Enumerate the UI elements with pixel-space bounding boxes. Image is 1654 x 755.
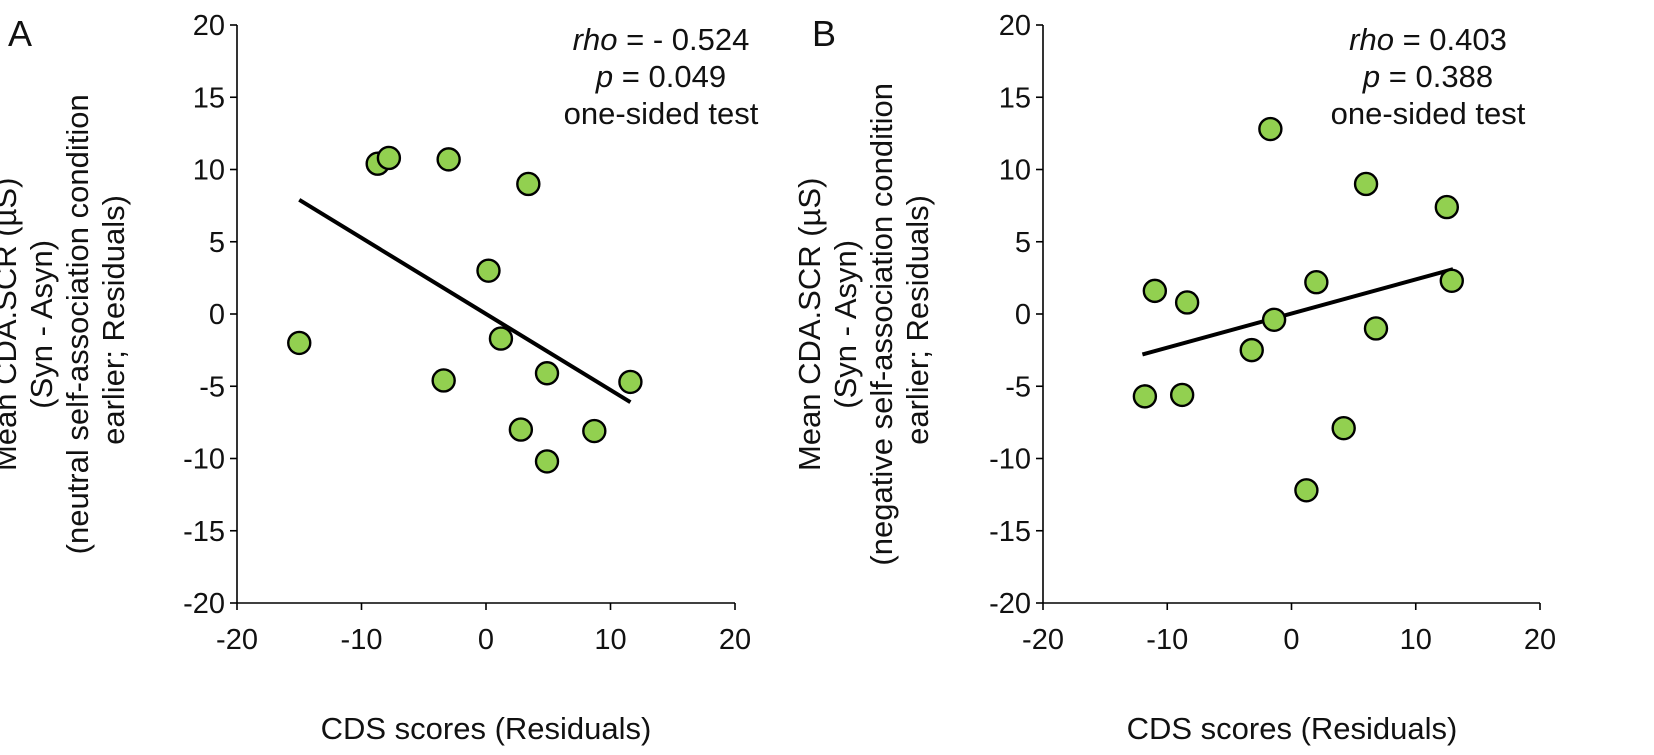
panel-a-x-tick-label: -10 bbox=[341, 624, 383, 656]
panel-b-data-point bbox=[1132, 384, 1158, 409]
panel-b-data-point bbox=[1142, 278, 1168, 304]
panel-b-data-point bbox=[1261, 307, 1287, 332]
panel-b-x-tick-label: -20 bbox=[1022, 624, 1064, 656]
panel-a-x-tick-label: 0 bbox=[478, 624, 494, 656]
panel-a-y-tick-label: 0 bbox=[209, 299, 225, 331]
panel-b-data-point bbox=[1304, 270, 1329, 295]
panel-b-y-axis-title-line-2: (Syn - Asyn) bbox=[828, 240, 863, 409]
panel-b-y-tick-label: -15 bbox=[989, 516, 1031, 548]
panel-b-data-point bbox=[1363, 316, 1389, 341]
panel-b-rho-stat: rho = 0.403 bbox=[1349, 22, 1507, 57]
panel-a-data-point bbox=[287, 330, 312, 356]
panel-a-x-tick-label: -20 bbox=[216, 624, 258, 656]
panel-b-data-point bbox=[1258, 116, 1283, 142]
panel-b-p-symbol: p bbox=[1362, 59, 1380, 94]
panel-a-data-point bbox=[476, 258, 501, 283]
panel-a-y-tick-label: -15 bbox=[183, 516, 225, 548]
panel-b-y-tick-label: 5 bbox=[1015, 227, 1031, 259]
panel-b-data-point bbox=[1294, 478, 1319, 503]
panel-b-x-tick-label: 20 bbox=[1524, 624, 1556, 656]
panel-a-y-axis-title-line-1: Mean CDA.SCR (µS) bbox=[0, 178, 23, 471]
panel-b-data-point bbox=[1174, 290, 1200, 315]
panel-a-y-tick-label: 10 bbox=[193, 155, 225, 187]
panel-b-data-point bbox=[1239, 337, 1264, 363]
panel-b-letter: B bbox=[812, 13, 836, 54]
panel-a-y-axis-title-line-3: (neutral self-association condition bbox=[60, 94, 95, 554]
panel-b-p-stat: p = 0.388 bbox=[1362, 59, 1493, 94]
panel-a-y-axis-title: Mean CDA.SCR (µS) (Syn - Asyn) (neutral … bbox=[0, 86, 131, 555]
panel-a-regression-line bbox=[298, 198, 632, 404]
panel-b-x-tick-label: -10 bbox=[1146, 624, 1188, 656]
panel-a-x-tick-label: 20 bbox=[719, 624, 751, 656]
panel-a-data-point bbox=[488, 326, 514, 351]
panel-a-rho-stat: rho = - 0.524 bbox=[573, 22, 750, 57]
panel-b-data-point bbox=[1353, 171, 1379, 197]
panel-b-y-tick-label: 15 bbox=[999, 82, 1031, 114]
panel-a-data-point bbox=[431, 368, 456, 393]
panel-a-data-point bbox=[618, 369, 643, 395]
panel-a-y-tick-label: 5 bbox=[209, 227, 225, 259]
panel-a-p-value: = 0.049 bbox=[613, 59, 726, 94]
panel-a-letter: A bbox=[8, 13, 32, 54]
panel-a-p-symbol: p bbox=[595, 59, 613, 94]
panel-a-x-axis-title: CDS scores (Residuals) bbox=[321, 711, 652, 746]
panel-b-test-type: one-sided test bbox=[1331, 96, 1526, 131]
panel-b-y-axis-title-line-4: earlier; Residuals) bbox=[900, 195, 935, 445]
panel-b-regression-line bbox=[1141, 267, 1454, 357]
panel-a-data-point bbox=[516, 171, 541, 197]
panel-a-data-point bbox=[436, 147, 461, 172]
panel-a-data-point bbox=[534, 361, 560, 386]
panel-a-rho-value: = - 0.524 bbox=[617, 22, 749, 57]
panel-b-y-tick-label: 10 bbox=[999, 155, 1031, 187]
panel-b-y-axis-title: Mean CDA.SCR (µS) (Syn - Asyn) (negative… bbox=[792, 74, 935, 565]
panel-b-data-point bbox=[1169, 382, 1195, 408]
panel-b-y-tick-label: -5 bbox=[1005, 371, 1031, 403]
panel-b-y-tick-label: 20 bbox=[999, 10, 1031, 42]
panel-b-y-tick-label: 0 bbox=[1015, 299, 1031, 331]
panel-a-y-axis-title-line-4: earlier; Residuals) bbox=[96, 195, 131, 445]
panel-a-y-axis-title-line-2: (Syn - Asyn) bbox=[24, 240, 59, 409]
panel-a-test-type: one-sided test bbox=[564, 96, 759, 131]
panel-a-y-tick-label: -20 bbox=[183, 588, 225, 620]
panel-b-y-tick-label: -10 bbox=[989, 444, 1031, 476]
panel-a-p-stat: p = 0.049 bbox=[595, 59, 726, 94]
panel-a-data-point bbox=[508, 417, 534, 442]
panel-b-x-tick-label: 0 bbox=[1283, 624, 1299, 656]
panel-b-data-point bbox=[1331, 415, 1356, 441]
panel-b-x-axis-title: CDS scores (Residuals) bbox=[1127, 711, 1458, 746]
panel-a-data-point bbox=[534, 449, 560, 474]
panel-b-x-tick-label: 10 bbox=[1400, 624, 1432, 656]
panel-b-data-point bbox=[1439, 268, 1464, 293]
panel-b-y-tick-label: -20 bbox=[989, 588, 1031, 620]
panel-a: A Mean CDA.SCR (µS) (Syn - Asyn) (neutra… bbox=[0, 10, 759, 746]
panel-b-rho-value: = 0.403 bbox=[1394, 22, 1507, 57]
panel-a-data-point bbox=[582, 418, 607, 444]
panel-b-data-point bbox=[1434, 194, 1460, 220]
panel-a-y-tick-label: -10 bbox=[183, 444, 225, 476]
panel-b: B Mean CDA.SCR (µS) (Syn - Asyn) (negati… bbox=[792, 10, 1556, 746]
panel-a-x-tick-label: 10 bbox=[594, 624, 626, 656]
panel-a-y-tick-label: 20 bbox=[193, 10, 225, 42]
panel-a-y-tick-label: 15 bbox=[193, 82, 225, 114]
panel-a-y-tick-label: -5 bbox=[199, 371, 225, 403]
panel-b-rho-symbol: rho bbox=[1349, 22, 1394, 57]
panel-b-y-axis-title-line-3: (negative self-association condition bbox=[864, 83, 899, 566]
panel-a-rho-symbol: rho bbox=[573, 22, 618, 57]
panel-a-data-point bbox=[376, 145, 402, 171]
panel-b-y-axis-title-line-1: Mean CDA.SCR (µS) bbox=[792, 178, 827, 471]
panel-b-p-value: = 0.388 bbox=[1380, 59, 1493, 94]
